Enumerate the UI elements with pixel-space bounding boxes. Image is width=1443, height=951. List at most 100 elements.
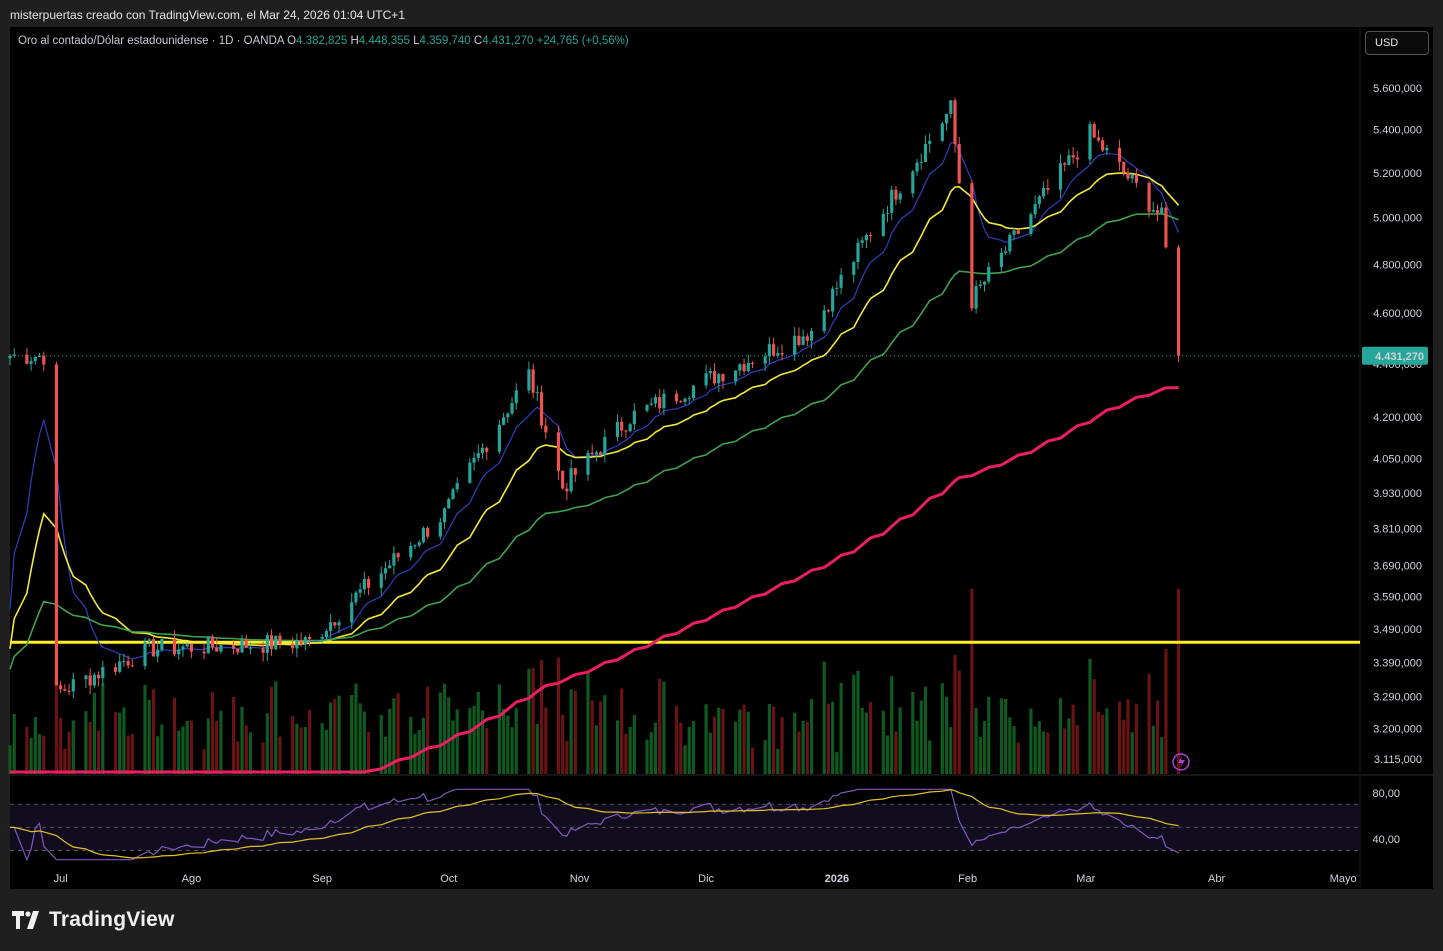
candle-body xyxy=(1122,161,1126,173)
moving-averages xyxy=(9,142,1360,774)
candle-body xyxy=(822,310,826,332)
volume-bar xyxy=(869,702,873,774)
currency-button[interactable]: USD xyxy=(1365,31,1429,55)
volume-bar xyxy=(337,695,341,774)
volume-bar xyxy=(25,726,29,774)
volume-bar xyxy=(1063,728,1067,774)
candle-body xyxy=(620,421,624,431)
candle-body xyxy=(1075,157,1079,160)
volume-bar xyxy=(864,712,868,774)
rsi-pane xyxy=(10,788,1179,862)
volume-bar xyxy=(632,714,636,774)
candle-body xyxy=(1164,207,1168,248)
candle-body xyxy=(92,674,96,686)
lightning-icon xyxy=(1172,753,1190,771)
candle-body xyxy=(1037,196,1041,205)
volume-bar xyxy=(358,703,362,774)
price-tick-label: 3.115,000 xyxy=(1374,754,1422,766)
volume-bar xyxy=(987,696,991,774)
volume-bar xyxy=(33,717,37,774)
volume-bar xyxy=(71,720,75,774)
volume-bar xyxy=(805,722,809,774)
time-tick-label: Abr xyxy=(1208,873,1225,885)
volume-bar xyxy=(1046,732,1050,774)
volume-bar xyxy=(236,741,240,774)
volume-bar xyxy=(683,745,687,774)
candle-body xyxy=(999,252,1003,267)
open-label: O xyxy=(287,35,297,47)
volume-bar xyxy=(809,698,814,774)
candle-body xyxy=(864,235,868,241)
pane-separators xyxy=(10,27,1433,889)
volume-bar xyxy=(978,736,982,774)
volume-bar xyxy=(274,681,278,774)
volume-bar xyxy=(691,721,696,774)
candle-body xyxy=(721,374,725,382)
volume-bar xyxy=(1155,700,1160,774)
volume-bar xyxy=(265,713,269,774)
high-label: H xyxy=(350,35,359,47)
volume-bar xyxy=(999,698,1003,774)
volume-bar xyxy=(248,732,253,774)
ema-long-line xyxy=(10,386,1179,774)
candle-body xyxy=(1134,174,1138,183)
volume-bar xyxy=(502,708,506,774)
volume-bar xyxy=(219,710,223,774)
candle-body xyxy=(645,404,649,411)
volume-bar xyxy=(130,733,134,774)
volume-bar xyxy=(594,725,598,774)
candle-body xyxy=(772,344,776,356)
volume-bar xyxy=(561,714,565,774)
candle-body xyxy=(185,643,189,647)
candle-body xyxy=(894,189,898,200)
volume-bar xyxy=(291,716,295,774)
candle-body xyxy=(982,281,987,285)
price-tick-label: 4.800,000 xyxy=(1373,259,1422,271)
candle-body xyxy=(388,565,392,569)
candle-body xyxy=(881,213,885,236)
candle-body xyxy=(84,675,88,680)
candle-body xyxy=(151,639,156,657)
volume-bar xyxy=(261,742,265,774)
volume-bar xyxy=(451,720,455,774)
price-tick-label: 4.050,000 xyxy=(1373,454,1422,466)
candle-body xyxy=(1063,163,1067,165)
volume-bar xyxy=(970,589,974,774)
candle-body xyxy=(396,553,400,558)
candle-body xyxy=(658,397,662,409)
volume-bar xyxy=(801,720,805,774)
candle-body xyxy=(236,648,240,653)
volume-bar xyxy=(421,717,426,774)
volume-bar xyxy=(244,725,248,774)
candle-body xyxy=(485,447,489,452)
volume-bar xyxy=(1058,698,1063,774)
candle-body xyxy=(383,568,388,574)
candle-body xyxy=(261,647,265,653)
candle-body xyxy=(801,336,805,345)
candle-body xyxy=(885,212,890,214)
candle-body xyxy=(160,638,164,650)
volume-bar xyxy=(797,731,801,774)
volume-bar xyxy=(894,731,898,774)
volume-bar xyxy=(763,739,767,774)
volume-bar xyxy=(12,713,16,774)
candle-body xyxy=(143,641,147,667)
candle-body xyxy=(447,498,451,509)
volume-bar xyxy=(59,718,63,774)
candle-body xyxy=(662,393,666,409)
candle-body xyxy=(569,468,573,492)
volume-bars xyxy=(8,589,1181,774)
volume-bar xyxy=(586,670,590,774)
candle-body xyxy=(442,508,447,523)
lightning-icon-glyph xyxy=(1178,756,1185,768)
low-label: L xyxy=(413,35,420,47)
candle-body xyxy=(649,403,653,405)
candle-body xyxy=(42,355,46,365)
candle-body xyxy=(417,542,421,546)
ema-slow-line xyxy=(9,212,1179,670)
candle-body xyxy=(953,100,957,144)
volume-bar xyxy=(447,697,451,774)
volume-bar xyxy=(615,720,620,774)
rsi-band xyxy=(10,803,1360,851)
